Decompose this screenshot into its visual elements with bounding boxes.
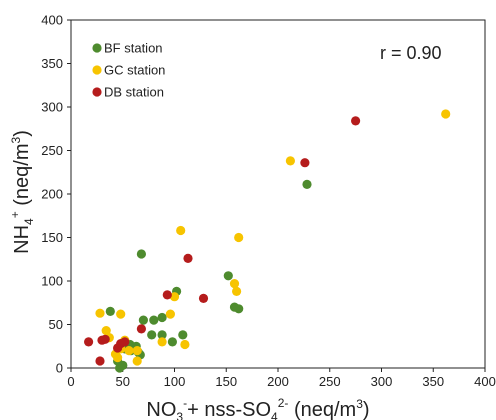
correlation-annotation: r = 0.90 (380, 43, 442, 63)
x-tick-label: 150 (215, 374, 237, 389)
point-db-station (95, 356, 105, 366)
legend-label-bf: BF station (104, 41, 163, 56)
point-gc-station (169, 292, 180, 302)
point-gc-station (176, 225, 186, 236)
x-tick-label: 200 (267, 374, 289, 389)
x-tick-label: 350 (422, 374, 444, 389)
y-tick-label: 50 (49, 317, 63, 332)
y-axis-title: NH4+ (neq/m3) (8, 130, 36, 254)
point-gc-station (113, 353, 123, 363)
point-gc-station (101, 326, 111, 336)
legend-marker-gc (92, 65, 102, 75)
point-bf-station (234, 304, 244, 314)
y-tick-label: 100 (41, 274, 63, 289)
legend-marker-bf (92, 43, 102, 53)
point-bf-station (178, 330, 188, 340)
x-tick-label: 300 (371, 374, 393, 389)
point-gc-station (132, 346, 142, 356)
point-gc-station (285, 156, 295, 166)
point-gc-station (232, 286, 242, 296)
y-tick-label: 200 (41, 187, 63, 202)
y-tick-label: 250 (41, 143, 63, 158)
point-bf-station (157, 312, 167, 323)
y-tick-label: 400 (41, 13, 63, 28)
y-tick-label: 0 (56, 361, 63, 376)
legend: BF station GC station DB station (92, 41, 165, 100)
legend-label-gc: GC station (104, 63, 165, 78)
point-gc-station (157, 337, 167, 347)
point-gc-station (165, 309, 175, 319)
point-gc-station (180, 339, 190, 350)
point-db-station (100, 334, 110, 344)
x-axis-title: NO3-+ nss-SO42- (neq/m3) (146, 396, 369, 420)
point-gc-station (95, 308, 105, 318)
y-tick-label: 350 (41, 56, 63, 71)
axes (67, 19, 486, 372)
point-db-station (351, 116, 361, 126)
y-tick-label: 300 (41, 100, 63, 115)
x-tick-label: 100 (164, 374, 186, 389)
point-db-station (300, 158, 310, 168)
point-bf-station (223, 271, 233, 281)
point-bf-station (105, 306, 115, 316)
point-gc-station (116, 309, 126, 319)
point-bf-station (302, 179, 312, 189)
legend-label-db: DB station (104, 85, 164, 100)
point-gc-station (124, 346, 134, 356)
point-db-station (84, 337, 94, 347)
x-tick-label: 50 (116, 374, 130, 389)
y-tick-label: 150 (41, 230, 63, 245)
x-tick-label: 400 (474, 374, 496, 389)
point-db-station (120, 337, 130, 347)
point-db-station (183, 253, 193, 263)
point-bf-station (157, 330, 167, 340)
point-bf-station (147, 330, 157, 340)
x-tick-label: 0 (67, 374, 74, 389)
point-gc-station (229, 279, 240, 289)
legend-marker-db (92, 87, 102, 97)
point-gc-station (132, 356, 142, 366)
tick-labels: 0 50 100 150 200 250 300 350 400 0 50 100 150 200 250 3… (41, 13, 496, 390)
point-gc-station (441, 109, 451, 119)
point-bf-station (167, 337, 177, 347)
point-db-station (162, 290, 172, 300)
point-gc-station (234, 232, 244, 243)
point-bf-station (136, 249, 146, 259)
x-tick-label: 250 (319, 374, 341, 389)
point-bf-station (149, 315, 159, 325)
data-points (84, 109, 451, 373)
point-bf-station (138, 315, 148, 325)
point-db-station (198, 293, 209, 303)
point-db-station (136, 324, 146, 334)
